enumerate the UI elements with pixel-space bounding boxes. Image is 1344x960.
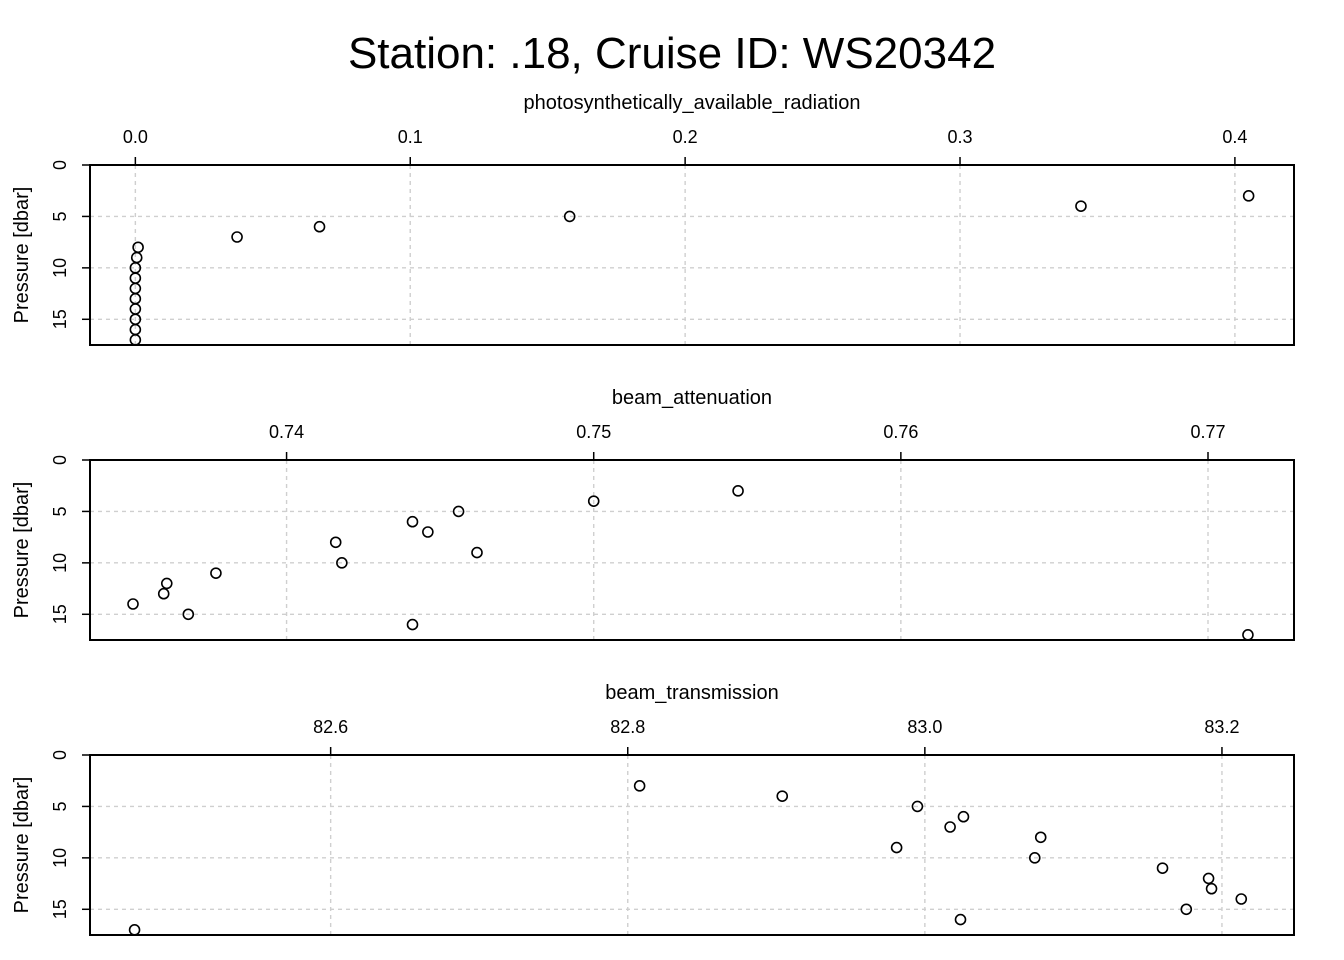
data-point (471, 546, 483, 559)
x-tick-label: 0.4 (1222, 127, 1247, 147)
x-tick-label: 0.74 (269, 422, 304, 442)
x-tick-label: 82.6 (313, 717, 348, 737)
data-point (231, 231, 243, 243)
y-tick-label: 5 (50, 506, 70, 516)
y-tick-label: 10 (50, 258, 70, 278)
panel-3: 82.6 82.8 83.0 83.2 0 5 10 15 beam_transmission P… (11, 682, 1295, 936)
data-point (182, 608, 195, 621)
data-point (1034, 831, 1047, 844)
data-point (129, 334, 142, 346)
data-point (336, 557, 348, 569)
panel-2: 0.74 0.75 0.76 0.77 0 5 10 15 beam_attenuation Pr… (11, 387, 1295, 641)
data-point (776, 790, 789, 802)
panel-title: photosynthetically_available_radiation (524, 92, 861, 114)
x-tick-label: 0.77 (1190, 422, 1225, 442)
x-tick-label: 0.76 (883, 422, 918, 442)
data-point (633, 780, 646, 792)
data-point (587, 495, 600, 507)
data-point (160, 577, 173, 590)
x-tick-label: 83.2 (1204, 717, 1239, 737)
y-tick-label: 5 (50, 801, 70, 811)
data-point (1242, 629, 1254, 641)
y-axis-title: Pressure [dbar] (11, 482, 33, 619)
panel-title: beam_transmission (605, 682, 778, 704)
data-point (944, 821, 956, 833)
data-point (132, 241, 144, 254)
y-tick-label: 15 (50, 309, 70, 329)
data-point (157, 587, 170, 600)
y-tick-label: 10 (50, 553, 70, 573)
panel-1: 0.0 0.1 0.2 0.3 0.4 0 5 10 15 photosynthetically_… (11, 92, 1295, 346)
data-point (329, 536, 342, 549)
y-tick-label: 15 (50, 899, 70, 919)
y-axis-title: Pressure [dbar] (11, 777, 33, 914)
x-tick-label: 0.1 (398, 127, 423, 147)
data-point (957, 810, 970, 823)
panel-title: beam_attenuation (612, 387, 772, 409)
y-tick-label: 0 (50, 750, 70, 760)
data-point (422, 526, 434, 538)
x-tick-label: 0.75 (576, 422, 611, 442)
y-tick-label: 10 (50, 848, 70, 868)
data-point (1156, 862, 1169, 874)
y-tick-label: 5 (50, 211, 70, 221)
data-point (406, 618, 419, 631)
plot-frame (89, 754, 1295, 936)
data-point (1180, 903, 1193, 916)
data-point (1205, 882, 1218, 895)
data-point (563, 210, 576, 223)
plot-frame (89, 459, 1295, 641)
panels: 0.0 0.1 0.2 0.3 0.4 0 5 10 15 photosynthetically_… (11, 92, 1295, 936)
x-tick-label: 83.0 (907, 717, 942, 737)
data-point (127, 598, 139, 610)
data-point (911, 800, 924, 813)
x-tick-label: 0.0 (123, 127, 148, 147)
data-point (1028, 852, 1041, 864)
data-point (1235, 893, 1248, 905)
y-tick-label: 0 (50, 160, 70, 170)
data-point (130, 251, 143, 264)
data-point (1075, 200, 1087, 212)
data-point (210, 567, 222, 579)
data-point (406, 515, 419, 528)
data-point (452, 505, 465, 518)
x-tick-label: 0.3 (947, 127, 972, 147)
data-point (128, 924, 141, 936)
data-point (732, 485, 744, 497)
plot-frame (89, 164, 1295, 346)
x-tick-label: 0.2 (673, 127, 698, 147)
data-point (1242, 190, 1255, 202)
data-point (954, 913, 967, 926)
data-point (890, 841, 903, 854)
data-point (1202, 872, 1215, 885)
data-point (313, 220, 326, 233)
figure-title: Station: .18, Cruise ID: WS20342 (348, 29, 996, 78)
y-tick-label: 15 (50, 604, 70, 624)
y-tick-label: 0 (50, 455, 70, 465)
y-axis-title: Pressure [dbar] (11, 187, 33, 324)
x-tick-label: 82.8 (610, 717, 645, 737)
